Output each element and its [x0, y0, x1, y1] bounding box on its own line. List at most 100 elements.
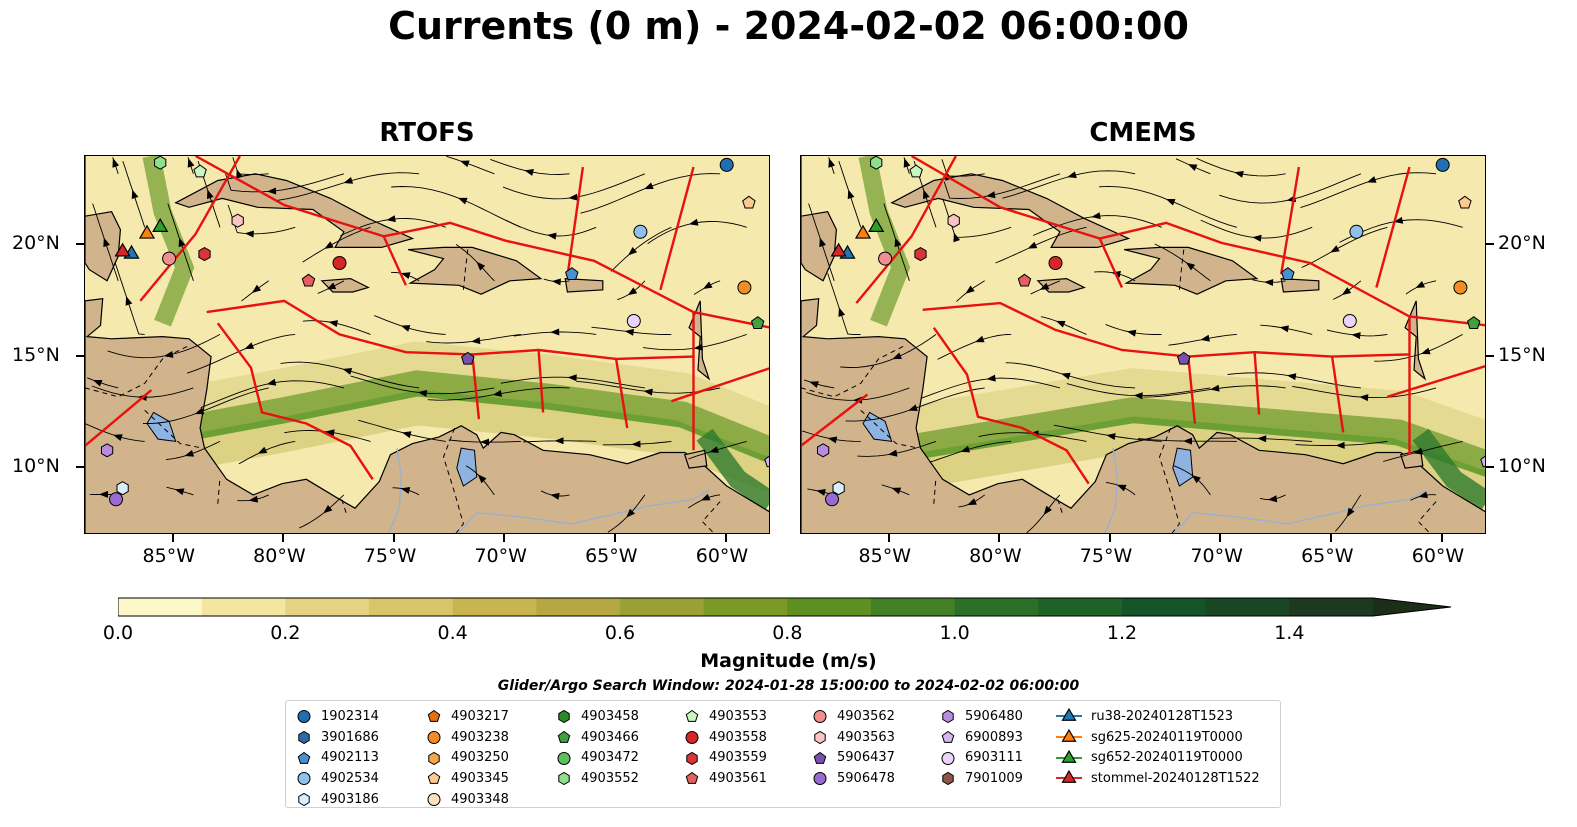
colorbar-segment: [536, 598, 621, 616]
observation-marker-sg652-20240119T0000: [152, 217, 169, 232]
streamline-arrow: [248, 495, 259, 503]
country-border: [860, 409, 919, 449]
x-tick-mark: [1330, 534, 1333, 542]
legend-label: sg625-20240119T0000: [1091, 729, 1243, 745]
legend-label: 4903563: [837, 729, 895, 745]
x-tick-label: 85°W: [142, 545, 195, 567]
observation-marker-4903562: [162, 251, 177, 266]
eez-boundary: [382, 235, 407, 286]
search-window-caption: Glider/Argo Search Window: 2024-01-28 15…: [497, 678, 1080, 694]
observation-marker-4903559: [198, 247, 211, 262]
land: [1036, 277, 1086, 293]
country-border: [442, 427, 464, 533]
land: [174, 173, 415, 249]
legend-label: 4903561: [709, 770, 767, 786]
legend-marker-shape: [297, 710, 311, 724]
legend-marker: [297, 710, 311, 724]
legend-marker: [558, 710, 570, 724]
observation-marker-4902113: [1281, 267, 1295, 280]
observation-marker-5906480: [816, 443, 830, 458]
legend-item: 4903348: [426, 789, 509, 810]
legend-marker: [557, 751, 571, 765]
legend-item: sg652-20240119T0000: [1056, 747, 1260, 768]
observation-marker-4903238: [737, 280, 752, 295]
x-tick-mark: [614, 534, 617, 542]
legend-marker: [297, 772, 311, 786]
observation-marker-4903559: [914, 247, 927, 262]
x-tick-label: 75°W: [1079, 545, 1133, 567]
lake: [456, 447, 478, 487]
observation-marker-4903186: [116, 481, 129, 496]
legend-label: 4903562: [837, 708, 895, 724]
streamline-arrow: [244, 230, 254, 238]
eez-boundary: [855, 156, 957, 304]
streamline-arrow: [568, 193, 578, 201]
observation-marker-stommel-20240128T1522: [830, 242, 847, 257]
legend-label: sg652-20240119T0000: [1091, 750, 1243, 766]
country-border: [1178, 249, 1185, 290]
legend-item: 4903238: [426, 727, 509, 748]
streamline-arrow: [986, 374, 996, 382]
streamline-arrow: [267, 187, 277, 195]
eez-boundary: [922, 301, 1410, 358]
observation-marker-4903553: [909, 164, 923, 178]
legend-item: stommel-20240128T1522: [1056, 768, 1260, 789]
streamline-arrow: [554, 437, 564, 445]
legend-item: 4903562: [812, 706, 895, 727]
land: [1280, 277, 1320, 293]
streamline-arrow: [1252, 234, 1262, 242]
country-border: [462, 249, 469, 290]
legend-column: 1902314 3901686 4902113 4902534 4903186: [296, 706, 379, 809]
colorbar-segment: [118, 598, 203, 616]
y-tick-mark: [76, 243, 84, 246]
streamline-arrow: [1420, 347, 1431, 355]
observation-marker-4903552: [154, 156, 167, 170]
y-tick-mark: [76, 466, 84, 469]
eez-boundary: [537, 349, 545, 413]
x-tick-mark: [392, 534, 395, 542]
streamline-arrow: [342, 367, 353, 375]
legend-marker: [941, 751, 955, 765]
colorbar-tick-label: 1.4: [1274, 622, 1305, 644]
streamline-arrow: [1335, 441, 1345, 449]
streamline-arrow: [903, 158, 911, 168]
country-border: [1057, 499, 1063, 513]
streamline-arrow: [847, 189, 855, 200]
streamline-arrow: [187, 158, 195, 168]
observation-marker-4903561: [1017, 273, 1032, 287]
colorbar-extend-arrow: [1373, 598, 1451, 616]
streamline-arrow: [891, 487, 902, 495]
streamline-arrow: [702, 281, 713, 289]
eez-boundary: [566, 166, 585, 277]
observation-marker-sg625-20240119T0000: [854, 224, 872, 239]
observation-marker-4903466: [1466, 316, 1481, 329]
streamline-arrow: [459, 160, 470, 168]
legend-label: 4903250: [451, 750, 509, 766]
x-tick-label: 60°W: [1411, 545, 1465, 567]
legend-label: 4903345: [451, 770, 509, 786]
x-tick-label: 70°W: [1190, 545, 1243, 567]
streamline-arrow: [1257, 435, 1267, 443]
legend-label: 6903111: [965, 750, 1023, 766]
streamline-arrow: [163, 350, 174, 358]
observation-marker-5906437: [1177, 351, 1191, 365]
streamline-arrow: [965, 285, 975, 294]
streamline-arrow: [1234, 170, 1244, 178]
legend-marker: [1056, 770, 1082, 784]
country-border: [701, 501, 721, 533]
legend-marker: [685, 731, 699, 745]
colorbar-segment: [1289, 598, 1374, 616]
streamline: [87, 377, 119, 389]
panel-title-rtofs: RTOFS: [379, 118, 475, 148]
streamline-arrow: [1116, 484, 1127, 492]
current-speed-band: [1412, 428, 1485, 510]
streamline-arrow: [417, 389, 428, 397]
legend-marker-shape: [813, 710, 827, 724]
legend-marker: [1056, 729, 1082, 742]
observation-marker-5906437: [461, 351, 475, 365]
country-border: [1417, 501, 1437, 533]
streamline-arrow: [953, 232, 961, 243]
streamline-arrow: [112, 158, 120, 168]
land: [407, 246, 543, 295]
streamline-arrow: [1267, 495, 1278, 503]
